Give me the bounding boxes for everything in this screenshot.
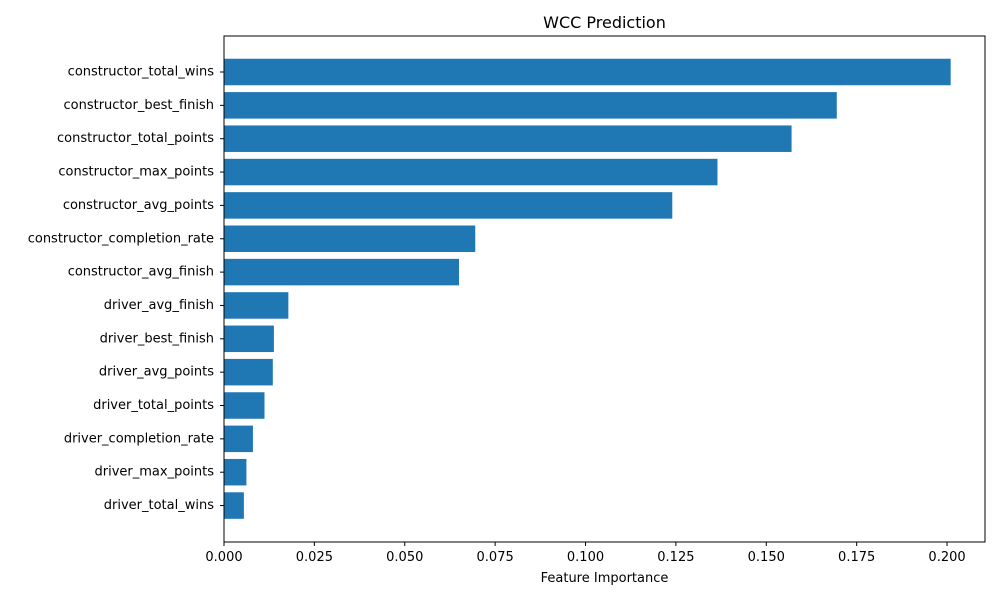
y-tick-label: driver_total_points [93,398,214,413]
y-tick-label: constructor_avg_finish [68,265,214,280]
bar-driver-avg-finish [224,292,289,319]
bar-driver-best-finish [224,325,274,353]
x-tick-label: 0.075 [477,550,514,565]
y-tick-label: driver_completion_rate [64,431,214,446]
y-axis-ticks: constructor_total_wins constructor_best_f… [28,65,224,513]
x-tick-label: 0.100 [567,550,604,565]
bar-driver-avg-points [224,358,273,386]
x-tick-label: 0.025 [296,550,333,565]
y-tick-label: constructor_best_finish [63,98,214,113]
y-tick-label: driver_best_finish [100,331,214,346]
y-tick-label: driver_max_points [95,465,215,480]
y-tick-label: constructor_total_wins [68,65,215,80]
bar-driver-completion-rate [224,425,253,453]
x-axis-label: Feature Importance [541,571,669,586]
plot-frame [223,35,986,543]
y-tick-label: driver_total_wins [104,498,214,513]
y-tick-label: constructor_total_points [57,131,214,146]
x-tick-label: 0.175 [838,550,875,565]
y-tick-label: constructor_max_points [58,165,214,180]
bar-driver-total-points [224,392,265,419]
bar-constructor-completion-rate [224,225,476,252]
bar-driver-max-points [224,458,247,486]
x-tick-label: 0.000 [205,550,242,565]
x-axis-ticks: 0.000 0.025 0.050 0.075 0.100 0.125 0.150 0.175… [205,542,966,565]
bar-constructor-total-wins [224,58,951,86]
y-tick-label: driver_avg_finish [104,298,214,313]
x-tick-label: 0.050 [386,550,423,565]
chart-title: WCC Prediction [543,13,666,32]
y-tick-label: constructor_completion_rate [28,231,214,246]
x-tick-label: 0.150 [748,550,785,565]
bars-layer [224,58,951,519]
bar-constructor-best-finish [224,92,837,119]
bar-constructor-avg-points [224,192,673,219]
y-tick-label: constructor_avg_points [63,198,214,213]
bar-constructor-max-points [224,158,718,186]
bar-constructor-avg-finish [224,258,459,286]
bar-constructor-total-points [224,125,792,152]
x-tick-label: 0.200 [928,550,965,565]
x-tick-label: 0.125 [657,550,694,565]
bar-driver-total-wins [224,492,244,519]
y-tick-label: driver_avg_points [99,365,214,380]
